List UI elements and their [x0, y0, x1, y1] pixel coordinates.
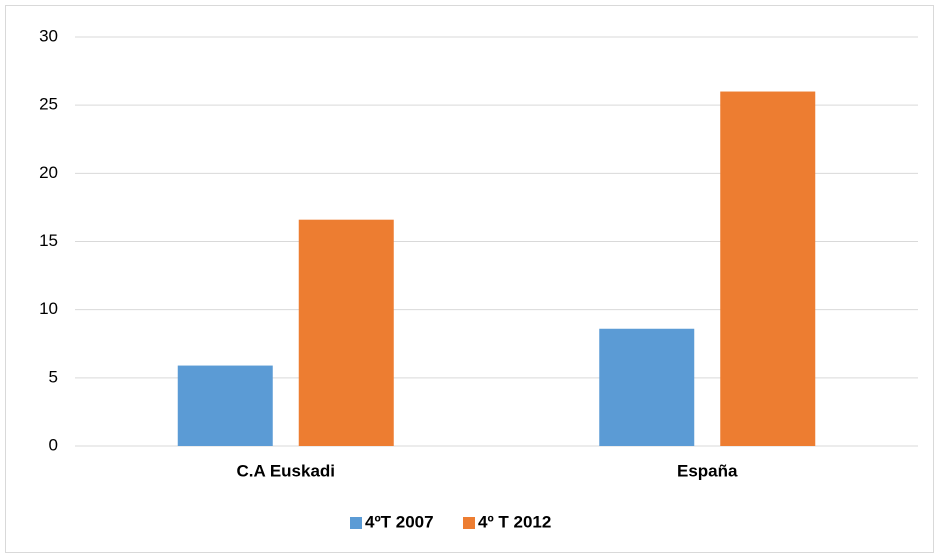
legend-swatch	[463, 517, 475, 529]
bar	[177, 365, 273, 446]
legend-label: 4º T 2012	[478, 512, 551, 531]
legend-label: 4ºT 2007	[365, 512, 434, 531]
bar	[720, 91, 816, 447]
x-tick-label: España	[677, 461, 738, 480]
y-tick-label: 5	[49, 367, 58, 386]
y-tick-label: 20	[39, 163, 58, 182]
y-tick-label: 0	[49, 435, 58, 454]
bar	[599, 328, 695, 446]
y-tick-label: 10	[39, 299, 58, 318]
y-tick-label: 15	[39, 231, 58, 250]
bar	[298, 219, 394, 446]
x-tick-label: C.A Euskadi	[236, 461, 335, 480]
legend-swatch	[350, 517, 362, 529]
y-tick-label: 30	[39, 26, 58, 45]
y-tick-label: 25	[39, 95, 58, 114]
